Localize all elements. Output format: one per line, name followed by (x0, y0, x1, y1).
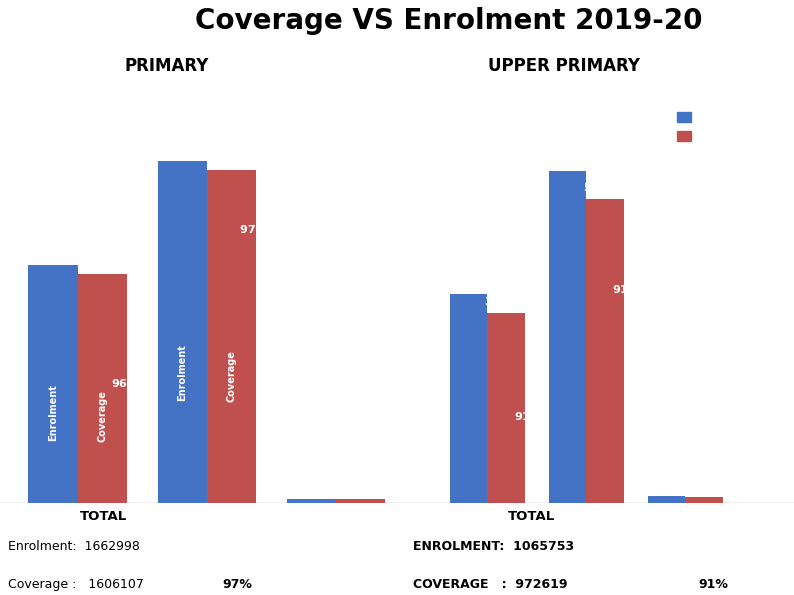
Bar (648, 496, 685, 503)
Text: 96%: 96% (111, 378, 138, 389)
Text: 91%: 91% (514, 412, 541, 422)
Text: 647446: 647446 (545, 154, 589, 164)
Text: 369702: 369702 (484, 297, 528, 307)
Text: 405930: 405930 (446, 278, 490, 289)
Text: 11208: 11208 (293, 481, 330, 491)
Text: Enrolment:  1662998: Enrolment: 1662998 (8, 540, 140, 553)
Text: 99.33%: 99.33% (369, 468, 416, 477)
Text: 97.52 %: 97.52 % (241, 225, 291, 235)
Bar (586, 199, 624, 503)
Bar (488, 313, 525, 503)
Legend: ENROLMENT, COVERAGE: ENROLMENT, COVERAGE (673, 107, 788, 148)
Text: 11133: 11133 (342, 481, 379, 491)
Text: ENROLMENT:  1065753: ENROLMENT: 1065753 (413, 540, 574, 553)
Text: 956372: 956372 (160, 143, 204, 154)
Text: Coverage: Coverage (226, 350, 237, 402)
Bar (78, 274, 126, 503)
Bar (449, 295, 488, 503)
Bar (157, 161, 206, 503)
Bar (336, 499, 385, 503)
Text: UPPER PRIMARY: UPPER PRIMARY (488, 57, 640, 76)
Text: TOTAL: TOTAL (79, 510, 127, 523)
Text: 95%: 95% (714, 479, 741, 489)
Text: COVERAGE   :  972619: COVERAGE : 972619 (413, 578, 568, 591)
Text: Enrolment: Enrolment (48, 384, 58, 441)
Text: 11706: 11706 (686, 481, 722, 491)
Bar (549, 171, 586, 503)
Bar (206, 170, 256, 503)
Text: 641417: 641417 (80, 256, 124, 266)
Text: Coverage VS Enrolment 2019-20: Coverage VS Enrolment 2019-20 (195, 7, 703, 35)
Text: PRIMARY: PRIMARY (125, 57, 209, 76)
Text: 91%: 91% (613, 286, 640, 295)
Text: Enrolment: Enrolment (177, 345, 187, 402)
Text: GA: GA (577, 524, 595, 533)
Text: 932681: 932681 (210, 152, 253, 162)
Text: (Govt+LB): (Govt+LB) (45, 522, 110, 533)
Text: 97%: 97% (222, 578, 252, 591)
Text: Coverage: Coverage (97, 390, 107, 441)
Text: Govt + LB: Govt + LB (457, 524, 518, 533)
Text: 12377: 12377 (648, 480, 684, 490)
Text: GA: GA (198, 522, 215, 533)
Text: TOTAL: TOTAL (508, 510, 556, 523)
Bar (287, 499, 336, 503)
Bar (685, 497, 723, 503)
Text: STC: STC (673, 524, 697, 533)
Bar (29, 265, 78, 503)
Text: 665766: 665766 (31, 248, 75, 257)
Text: Coverage :   1606107: Coverage : 1606107 (8, 578, 144, 591)
Text: 91%: 91% (699, 578, 729, 591)
Text: 591212: 591212 (584, 183, 626, 193)
Text: Special Training
Centers: Special Training Centers (286, 522, 386, 544)
